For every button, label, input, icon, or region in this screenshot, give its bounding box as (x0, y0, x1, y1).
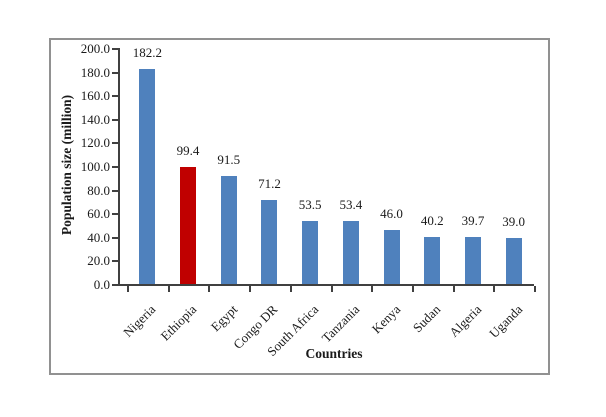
y-tick-label: 160.0 (80, 88, 110, 104)
y-tick (112, 48, 118, 50)
bar-egypt (220, 176, 237, 284)
bar-south-africa (302, 220, 319, 284)
x-tick (493, 286, 496, 292)
y-tick-label: 100.0 (80, 159, 110, 174)
y-tick-label: 60.0 (87, 206, 110, 222)
y-tick (112, 284, 118, 286)
y-tick (112, 189, 118, 192)
x-tick (208, 286, 211, 292)
bar-algeria (464, 237, 481, 284)
data-label: 40.2 (420, 212, 444, 228)
bar-sudan (424, 236, 441, 284)
bar-ethiopia (180, 166, 197, 284)
data-label: 39.0 (502, 213, 526, 229)
x-tick (167, 286, 170, 292)
y-tick (112, 213, 118, 216)
bar-uganda (505, 237, 522, 284)
y-tick (112, 142, 118, 145)
data-label: 71.2 (258, 175, 281, 191)
y-tick-label: 200.0 (80, 41, 110, 56)
data-label: 39.7 (461, 213, 485, 229)
y-tick (112, 236, 118, 239)
data-label: 53.5 (298, 196, 322, 212)
chart-frame (49, 38, 550, 375)
x-tick (534, 286, 536, 292)
bar-nigeria (139, 69, 156, 284)
data-label: 91.5 (217, 152, 241, 168)
y-tick (112, 95, 118, 98)
y-tick-label: 0.0 (93, 277, 110, 292)
y-tick (112, 260, 118, 263)
x-tick (452, 286, 455, 292)
data-label: 99.4 (176, 142, 200, 158)
y-tick-label: 120.0 (80, 135, 110, 151)
y-tick-label: 80.0 (87, 182, 110, 198)
x-axis-line (118, 284, 534, 286)
x-axis-title: Countries (305, 346, 363, 361)
y-axis-line (118, 48, 120, 286)
y-tick-label: 140.0 (80, 111, 110, 127)
x-tick (411, 286, 414, 292)
y-tick (112, 71, 118, 74)
bar-kenya (383, 229, 400, 284)
bar-tanzania (342, 220, 359, 284)
x-tick (289, 286, 292, 292)
x-tick (371, 286, 374, 292)
data-label: 53.4 (339, 196, 363, 212)
data-label: 46.0 (380, 205, 403, 221)
data-label: 182.2 (132, 45, 162, 60)
y-tick-label: 180.0 (80, 64, 110, 80)
y-tick (112, 166, 118, 168)
y-tick (112, 118, 118, 121)
bar-congo-dr (261, 199, 278, 284)
x-tick (249, 286, 252, 292)
x-tick (127, 286, 129, 292)
y-tick-label: 40.0 (87, 229, 110, 245)
y-tick-label: 20.0 (87, 253, 110, 269)
x-tick (330, 286, 333, 292)
